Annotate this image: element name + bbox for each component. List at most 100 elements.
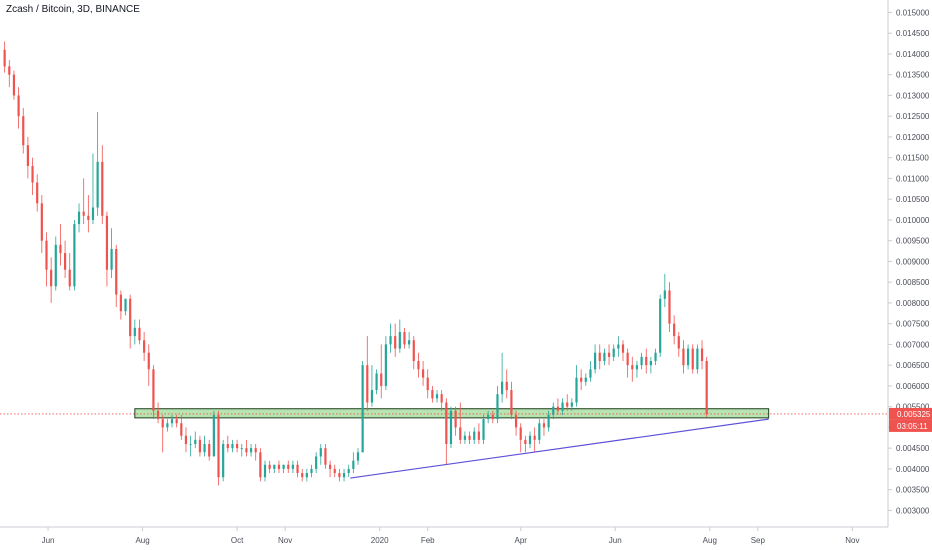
candle-body bbox=[505, 381, 508, 391]
candle bbox=[473, 427, 476, 445]
candle-body bbox=[459, 427, 462, 440]
candle-body bbox=[361, 365, 364, 453]
candle bbox=[519, 423, 522, 453]
candle-body bbox=[12, 74, 16, 96]
candle-body bbox=[501, 381, 504, 395]
candle bbox=[375, 369, 378, 395]
candle bbox=[254, 444, 257, 461]
candle bbox=[110, 228, 113, 279]
candle-body bbox=[408, 340, 411, 345]
candle-body bbox=[454, 410, 457, 428]
price-tick-label: 0.010500 bbox=[896, 195, 930, 204]
candle bbox=[338, 468, 341, 482]
candle-body bbox=[659, 298, 662, 353]
candle-body bbox=[380, 373, 383, 386]
current-price-badge bbox=[889, 407, 932, 420]
price-tick-label: 0.007000 bbox=[896, 340, 930, 349]
candle-body bbox=[217, 414, 220, 478]
candle-body bbox=[696, 348, 699, 370]
time-tick-label: Aug bbox=[135, 536, 149, 545]
candle bbox=[152, 365, 155, 420]
candle bbox=[287, 460, 290, 474]
price-tick-label: 0.011500 bbox=[896, 154, 929, 163]
candle bbox=[147, 344, 150, 386]
candle bbox=[580, 369, 583, 391]
candle-body bbox=[8, 66, 11, 75]
candle bbox=[663, 273, 666, 308]
candle-body bbox=[426, 377, 429, 391]
candle-body bbox=[259, 452, 262, 478]
candle-body bbox=[677, 336, 680, 349]
candle-body bbox=[138, 327, 141, 341]
candle bbox=[617, 336, 620, 357]
candle-body bbox=[668, 290, 671, 324]
candle bbox=[282, 464, 285, 474]
candle-body bbox=[245, 448, 248, 453]
candle bbox=[394, 323, 397, 357]
candle-body bbox=[226, 444, 229, 449]
candle bbox=[561, 398, 564, 415]
candle bbox=[305, 468, 308, 482]
candle-body bbox=[105, 215, 109, 270]
candle-body bbox=[170, 419, 174, 424]
candle bbox=[296, 460, 299, 478]
candle bbox=[315, 452, 318, 474]
time-axis[interactable]: Jun Aug Oct Nov 2020 Feb Apr Jun Aug Sep Nov bbox=[42, 527, 860, 545]
candle bbox=[101, 145, 104, 225]
price-axis[interactable]: 0.015000 0.014500 0.014000 0.013500 0.013000… bbox=[888, 8, 930, 515]
candle-body bbox=[3, 49, 6, 67]
candle bbox=[40, 195, 43, 254]
candle-body bbox=[45, 240, 48, 270]
candle bbox=[570, 398, 573, 411]
candle-body bbox=[589, 369, 592, 378]
candle-body bbox=[161, 419, 164, 428]
candle-body bbox=[287, 464, 290, 469]
candle-body bbox=[273, 464, 276, 469]
candle-body bbox=[398, 331, 401, 349]
candle-body bbox=[598, 352, 601, 362]
chart-title: Zcash / Bitcoin, 3D, BINANCE bbox=[6, 4, 140, 15]
candle-body bbox=[477, 431, 480, 440]
candle-body bbox=[607, 352, 611, 357]
price-tick-label: 0.005500 bbox=[896, 403, 930, 412]
candle bbox=[356, 448, 360, 465]
candle-body bbox=[301, 473, 304, 478]
candle bbox=[54, 236, 57, 291]
countdown-badge bbox=[889, 419, 932, 432]
candle bbox=[468, 431, 471, 445]
candle-body bbox=[445, 402, 448, 445]
candle-body bbox=[184, 435, 188, 445]
candle-body bbox=[635, 365, 639, 370]
candle bbox=[249, 444, 253, 457]
candle-body bbox=[36, 182, 39, 204]
candle bbox=[36, 174, 39, 212]
candle bbox=[273, 464, 276, 474]
candle-body bbox=[59, 244, 62, 254]
candle-body bbox=[496, 394, 499, 420]
candle bbox=[63, 240, 67, 279]
candle bbox=[459, 402, 462, 445]
candle bbox=[491, 410, 494, 424]
candle bbox=[556, 398, 560, 415]
candle bbox=[514, 410, 518, 436]
price-badge: 0.005325 03:05:11 bbox=[889, 407, 932, 432]
candle bbox=[203, 435, 206, 457]
candle-body bbox=[482, 419, 485, 440]
candle-body bbox=[240, 448, 243, 449]
candle-body bbox=[384, 344, 387, 386]
candle bbox=[408, 331, 411, 349]
candle bbox=[301, 468, 304, 482]
candle bbox=[487, 410, 490, 424]
candle bbox=[593, 344, 597, 374]
trendline[interactable] bbox=[350, 418, 769, 479]
candle-body bbox=[700, 348, 704, 362]
candle bbox=[319, 444, 322, 465]
price-tick-label: 0.007500 bbox=[896, 320, 930, 329]
candle bbox=[12, 70, 16, 100]
candle bbox=[384, 336, 387, 391]
candle-body bbox=[542, 423, 546, 428]
candle-body bbox=[528, 435, 532, 445]
price-tick-label: 0.014000 bbox=[896, 50, 930, 59]
candle-body bbox=[421, 369, 425, 378]
